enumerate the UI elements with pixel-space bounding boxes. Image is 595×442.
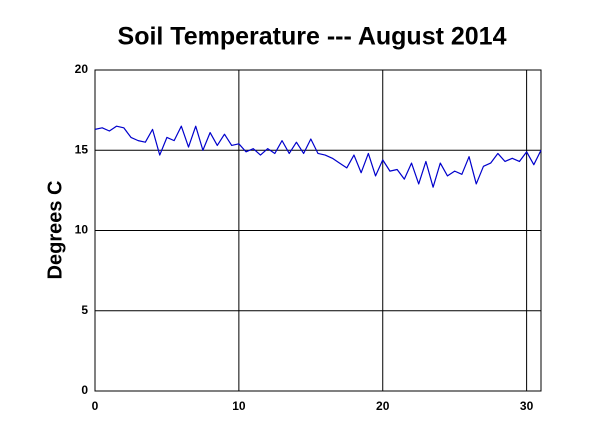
y-tick-label: 0: [81, 383, 88, 397]
y-tick-label: 5: [81, 303, 88, 317]
x-tick-label: 0: [92, 399, 99, 413]
x-tick-label: 10: [232, 399, 246, 413]
x-tick-label: 20: [376, 399, 390, 413]
plot-frame: [94, 69, 542, 392]
y-tick-label: 10: [75, 223, 89, 237]
data-line: [94, 125, 542, 188]
y-tick-label: 20: [75, 62, 89, 76]
x-tick-label: 30: [520, 399, 534, 413]
y-axis-label: Degrees C: [44, 181, 66, 280]
y-tick-label: 15: [75, 142, 89, 156]
chart-title: Soil Temperature --- August 2014: [118, 23, 507, 51]
